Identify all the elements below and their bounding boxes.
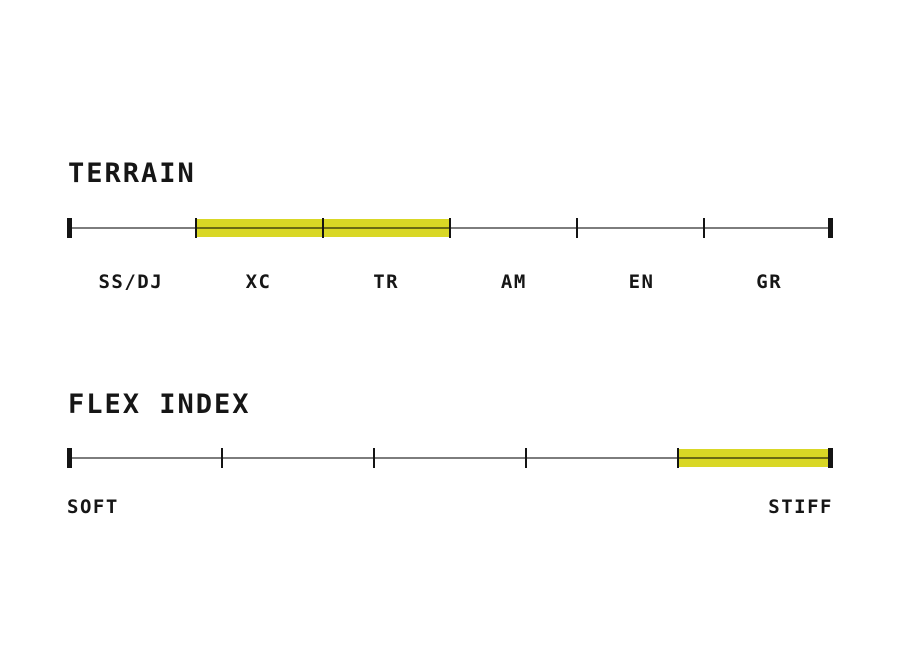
terrain-scale-left-end-cap: [67, 218, 72, 238]
flex-index-end-labels: SOFT STIFF: [67, 497, 833, 517]
terrain-title: TERRAIN: [68, 158, 196, 189]
flex-index-scale-tick-4: [677, 448, 680, 468]
flex-index-scale-tick-3: [525, 448, 528, 468]
terrain-scale-tick-1: [195, 218, 198, 238]
flex-index-scale: [67, 448, 833, 468]
terrain-tick-labels: SS/DJ XC TR AM EN GR: [67, 272, 833, 292]
terrain-tick-label-3: AM: [500, 271, 527, 293]
terrain-scale-tick-3: [449, 218, 451, 238]
flex-soft-label: SOFT: [67, 496, 119, 518]
flex-index-scale-right-end-cap: [828, 448, 833, 468]
flex-index-title: FLEX INDEX: [68, 389, 251, 420]
flex-index-scale-axis-line: [69, 457, 831, 459]
terrain-scale-tick-2: [322, 218, 325, 238]
terrain-tick-label-0: SS/DJ: [98, 271, 164, 293]
flex-index-scale-tick-1: [220, 448, 223, 468]
terrain-scale-tick-4: [575, 218, 578, 238]
terrain-tick-label-5: GR: [756, 271, 783, 293]
flex-index-scale-left-end-cap: [67, 448, 72, 468]
terrain-scale-right-end-cap: [828, 218, 833, 238]
terrain-scale: [67, 218, 833, 238]
terrain-tick-label-4: EN: [628, 271, 655, 293]
terrain-tick-label-2: TR: [373, 271, 400, 293]
flex-index-scale-tick-2: [372, 448, 375, 468]
terrain-scale-tick-5: [702, 218, 705, 238]
terrain-tick-label-1: XC: [245, 271, 272, 293]
flex-stiff-label: STIFF: [768, 496, 833, 518]
